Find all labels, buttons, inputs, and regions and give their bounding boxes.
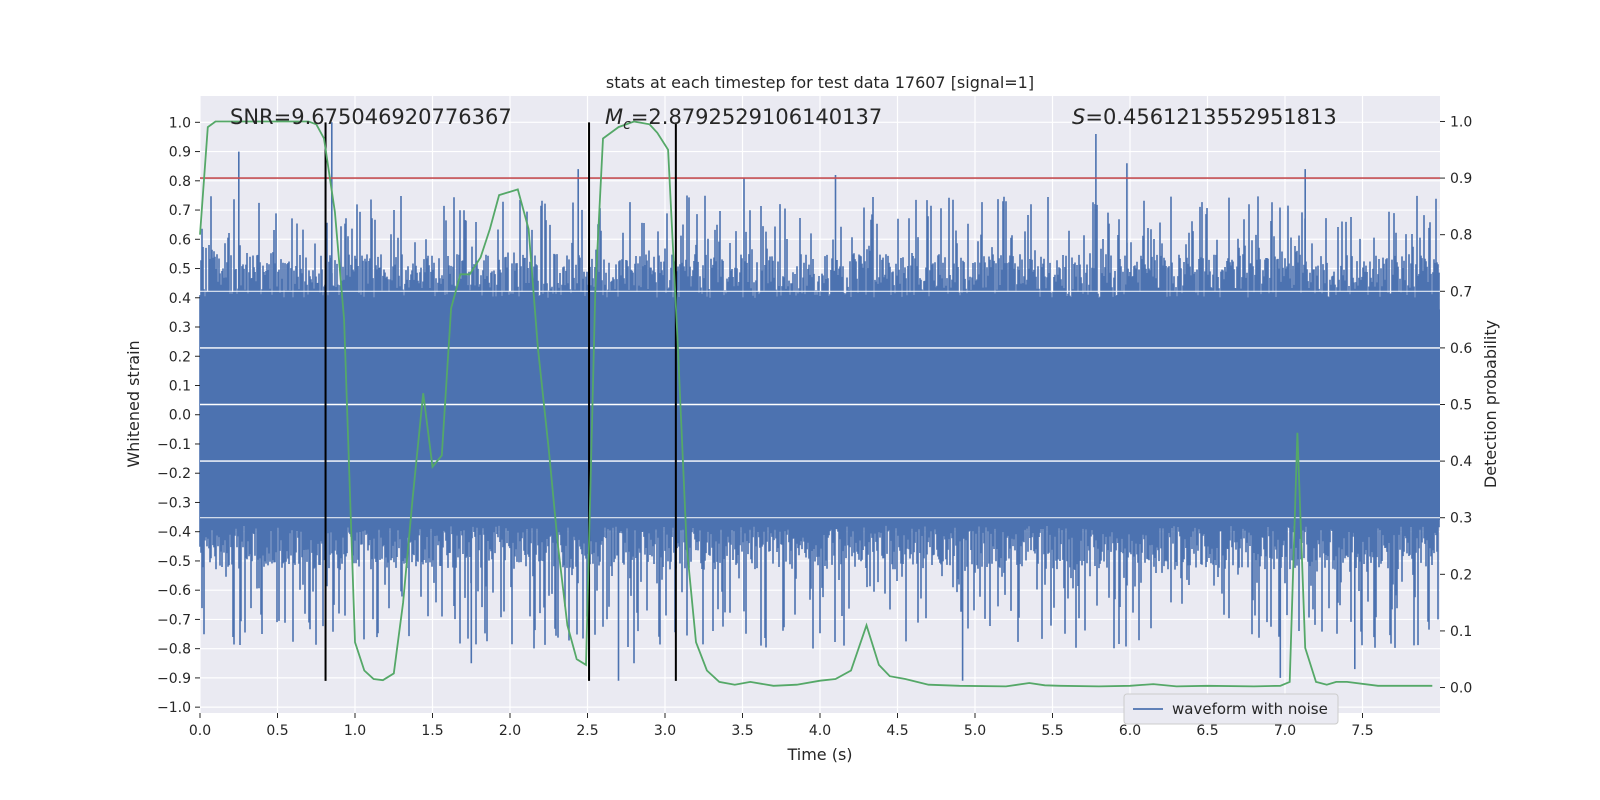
y-tick-label: −0.6	[157, 583, 191, 599]
y-tick-label: 0.2	[169, 349, 191, 365]
y2-tick-label: 0.3	[1450, 511, 1472, 527]
y2-tick-label: 0.1	[1450, 624, 1472, 640]
waveform-with-noise-series	[199, 122, 1440, 681]
chirp-mass-annotation: Mc=2.8792529106140137	[605, 105, 882, 133]
detection-probability-series	[199, 120, 1433, 688]
y-tick-label: −0.3	[157, 495, 191, 511]
y-tick-label: 0.6	[169, 232, 191, 248]
y-tick-label: −0.5	[157, 554, 191, 570]
y-tick-label: −0.1	[157, 437, 191, 453]
y2-tick-label: 1.0	[1450, 114, 1472, 130]
x-tick-label: 3.0	[654, 723, 676, 739]
y2-tick-label: 0.2	[1450, 567, 1472, 583]
legend: waveform with noise	[1123, 693, 1339, 725]
x-tick-label: 5.5	[1041, 723, 1063, 739]
s-annotation: S=0.4561213552951813	[1072, 105, 1337, 129]
x-tick-label: 2.0	[499, 723, 521, 739]
x-tick-label: 6.0	[1119, 723, 1141, 739]
x-tick-label: 6.5	[1196, 723, 1218, 739]
y2-tick-label: 0.7	[1450, 284, 1472, 300]
y-tick-label: −0.8	[157, 642, 191, 658]
y-tick-label: 0.4	[169, 291, 191, 307]
y2-axis-ticks: 1.0 0.9 0.8 0.7 0.6 0.5 0.4 0.3 0.2 0.1 0.0	[1440, 114, 1472, 697]
y-tick-label: −0.9	[157, 671, 191, 687]
y-tick-label: 0.1	[169, 378, 191, 394]
y2-tick-label: 0.4	[1450, 454, 1472, 470]
x-axis-ticks: 0.0 0.5 1.0 1.5 2.0 2.5 3.0 3.5 4.0 4.5 5.0 5.5 6.0 6…	[189, 713, 1374, 739]
y-tick-label: −0.7	[157, 612, 191, 628]
x-axis-label: Time (s)	[786, 745, 852, 764]
chart-title: stats at each timestep for test data 176…	[606, 73, 1034, 92]
y-tick-label: 0.9	[169, 145, 191, 161]
y2-tick-label: 0.8	[1450, 228, 1472, 244]
y-tick-label: −0.4	[157, 525, 191, 541]
x-tick-label: 1.5	[421, 723, 443, 739]
y-tick-label: 1.0	[169, 115, 191, 131]
x-tick-label: 4.5	[886, 723, 908, 739]
y-axis-ticks: 1.0 0.9 0.8 0.7 0.6 0.5 0.4 0.3 0.2 0.1 0.0 −0.1 −0.…	[157, 115, 200, 716]
x-tick-label: 4.0	[809, 723, 831, 739]
y-tick-label: −0.2	[157, 466, 191, 482]
y2-tick-label: 0.0	[1450, 681, 1472, 697]
x-tick-label: 0.5	[266, 723, 288, 739]
vertical-markers	[324, 122, 677, 681]
legend-label: waveform with noise	[1172, 700, 1328, 718]
y2-axis-label: Detection probability	[1481, 320, 1500, 488]
snr-annotation: SNR=9.675046920776367	[230, 105, 512, 129]
x-tick-label: 0.0	[189, 723, 211, 739]
y-tick-label: 0.8	[169, 174, 191, 190]
y-axis-label: Whitened strain	[124, 340, 143, 467]
x-tick-label: 3.5	[731, 723, 753, 739]
y2-tick-label: 0.6	[1450, 341, 1472, 357]
waveform-band	[200, 309, 1440, 521]
y2-tick-label: 0.5	[1450, 398, 1472, 414]
y-tick-label: 0.0	[169, 408, 191, 424]
y-tick-label: 0.5	[169, 262, 191, 278]
x-tick-label: 1.0	[344, 723, 366, 739]
y-tick-label: 0.3	[169, 320, 191, 336]
y2-tick-label: 0.9	[1450, 171, 1472, 187]
x-tick-label: 7.5	[1351, 723, 1373, 739]
legend-box	[1123, 693, 1339, 725]
y-tick-label: 0.7	[169, 203, 191, 219]
y-tick-label: −1.0	[157, 700, 191, 716]
x-tick-label: 2.5	[576, 723, 598, 739]
x-tick-label: 5.0	[964, 723, 986, 739]
x-tick-label: 7.0	[1274, 723, 1296, 739]
